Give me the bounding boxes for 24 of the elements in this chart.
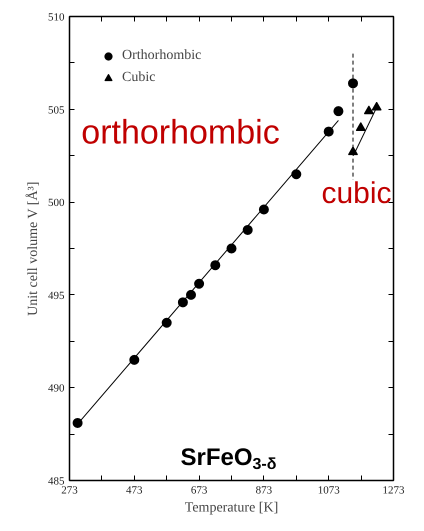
y-tick-label: 485 xyxy=(48,476,65,488)
y-tick-label: 510 xyxy=(48,12,65,24)
y-tick-label: 495 xyxy=(48,290,65,302)
y-tick-label: 490 xyxy=(48,382,65,395)
point xyxy=(348,78,358,88)
annotation: cubic xyxy=(321,177,392,210)
x-tick-label: 1273 xyxy=(382,484,405,496)
point xyxy=(372,102,382,111)
legend-label: Orthorhombic xyxy=(122,48,202,64)
x-axis-title: Temperature [K] xyxy=(184,500,278,516)
legend-label: Cubic xyxy=(122,70,156,86)
point xyxy=(356,122,366,131)
point xyxy=(364,105,374,114)
x-tick-label: 273 xyxy=(61,484,78,496)
x-tick-label: 1073 xyxy=(318,484,340,496)
annotation: orthorhombic xyxy=(81,114,280,152)
y-tick-label: 500 xyxy=(48,197,65,210)
point xyxy=(333,106,344,116)
x-tick-label: 673 xyxy=(190,484,208,496)
x-tick-label: 873 xyxy=(256,484,273,496)
y-axis-title: Unit cell volume V [Å³] xyxy=(25,182,41,316)
point xyxy=(72,418,83,428)
y-tick-label: 505 xyxy=(48,104,65,116)
x-tick-label: 473 xyxy=(126,484,144,496)
